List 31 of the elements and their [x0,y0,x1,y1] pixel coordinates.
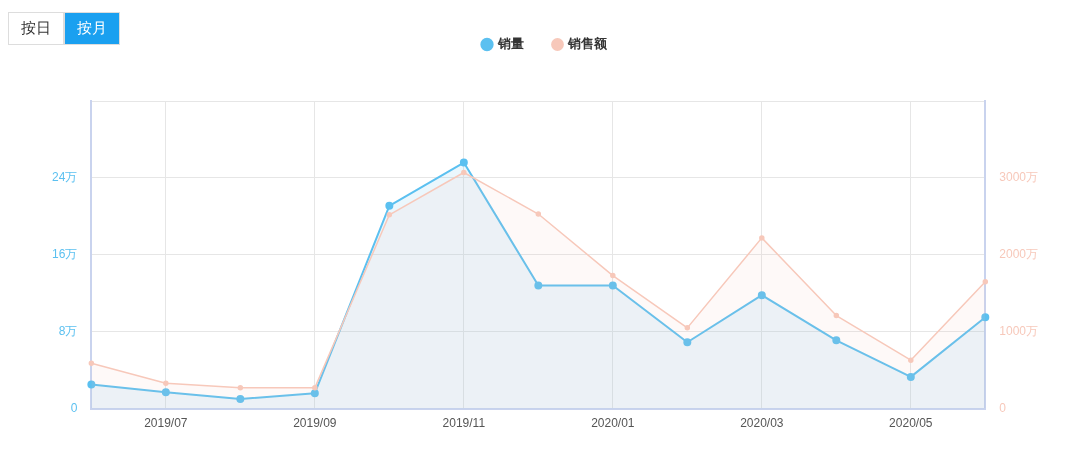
point [832,336,841,345]
y-tick-label: 24万 [51,170,78,185]
point [757,291,766,300]
y-tick-label: 16万 [51,247,78,262]
point [906,372,915,381]
x-tick-label: 2019/09 [293,416,337,431]
point [161,388,170,397]
y2-tick-label: 3000万 [999,170,1039,185]
x-tick-label: 2020/03 [740,416,784,431]
x-tick-label: 2019/07 [144,416,188,431]
legend-label: 销售额 [567,36,608,52]
y-tick-label: 8万 [58,324,78,339]
y2-tick-label: 0 [999,400,1007,415]
text: 按月 [64,12,120,45]
point [87,380,96,389]
x-tick-label: 2019/11 [442,416,486,431]
point [385,201,394,210]
point [236,394,245,403]
point [981,313,990,322]
legend-label: 销量 [496,36,524,52]
point [534,281,543,290]
point [608,281,617,290]
point [683,338,692,347]
text: 按日 [8,12,64,45]
y2-tick-label: 2000万 [999,247,1039,262]
y-tick-label: 0 [70,400,78,415]
y2-tick-label: 1000万 [999,324,1039,339]
point [310,389,319,398]
x-tick-label: 2020/05 [889,416,933,431]
x-tick-label: 2020/01 [591,416,635,431]
point [459,158,468,167]
